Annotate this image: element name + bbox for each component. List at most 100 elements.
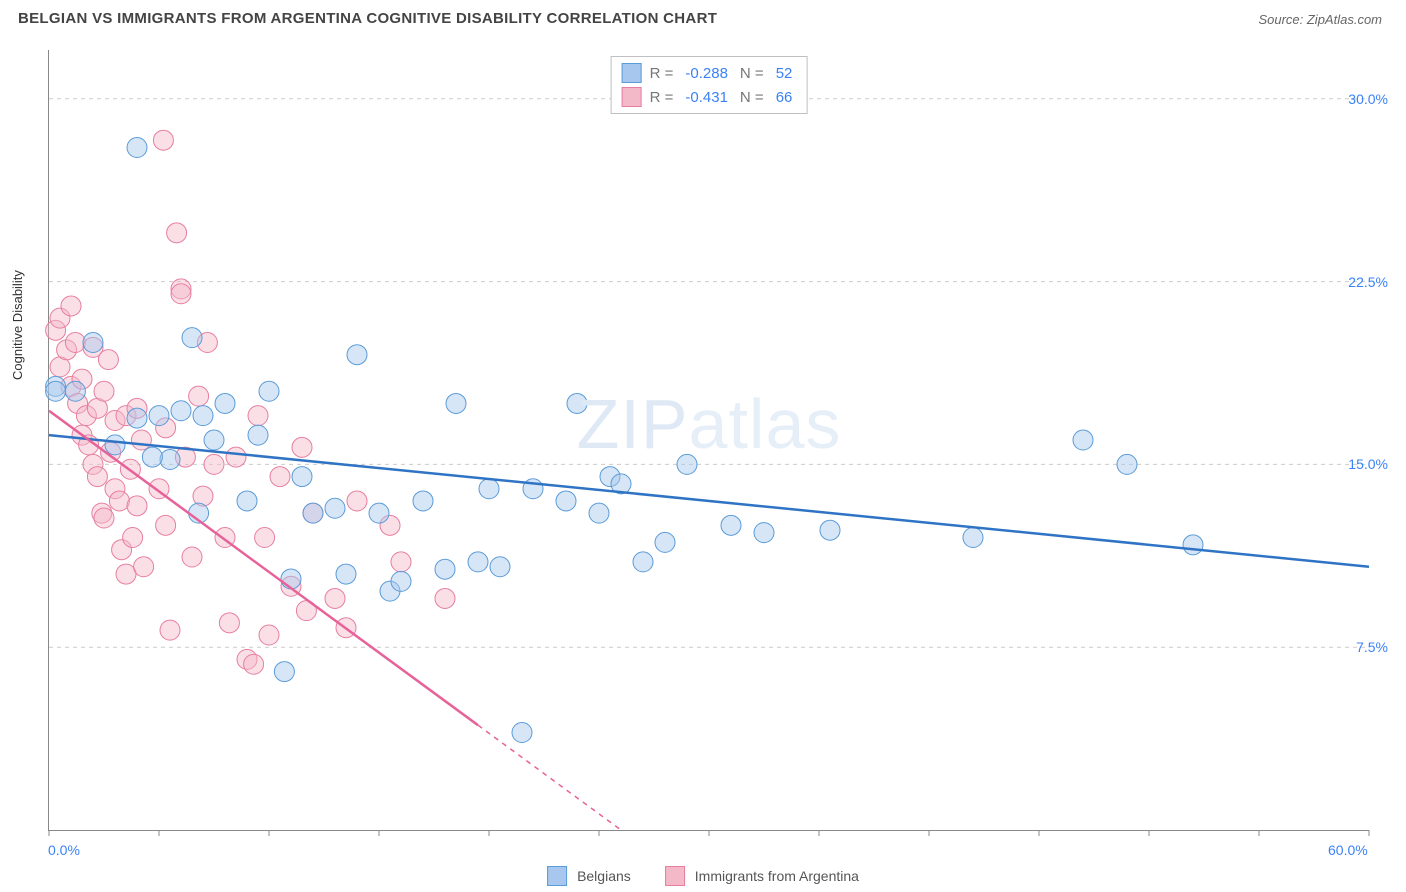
scatter-point: [248, 425, 268, 445]
scatter-point: [721, 515, 741, 535]
scatter-point: [677, 454, 697, 474]
y-axis-label: Cognitive Disability: [10, 270, 25, 380]
bottom-legend: Belgians Immigrants from Argentina: [547, 866, 859, 886]
scatter-point: [347, 491, 367, 511]
scatter-point: [226, 447, 246, 467]
scatter-point: [127, 496, 147, 516]
corr-row-belgians: R = -0.288 N = 52: [622, 61, 797, 85]
source-citation: Source: ZipAtlas.com: [1258, 12, 1382, 27]
scatter-point: [116, 564, 136, 584]
legend-label-belgians: Belgians: [577, 868, 631, 884]
scatter-point: [142, 447, 162, 467]
y-tick-label: 22.5%: [1348, 274, 1388, 290]
corr-r-value-1: -0.431: [685, 89, 728, 106]
scatter-point: [189, 386, 209, 406]
scatter-point: [182, 328, 202, 348]
scatter-point: [248, 406, 268, 426]
scatter-point: [127, 408, 147, 428]
scatter-point: [149, 406, 169, 426]
scatter-point: [87, 467, 107, 487]
corr-r-label: R =: [650, 89, 674, 106]
scatter-point: [567, 393, 587, 413]
scatter-point: [105, 435, 125, 455]
scatter-point: [490, 557, 510, 577]
scatter-point: [468, 552, 488, 572]
scatter-point: [820, 520, 840, 540]
scatter-point: [589, 503, 609, 523]
x-tick-label: 0.0%: [48, 842, 80, 858]
scatter-point: [204, 454, 224, 474]
scatter-point: [167, 223, 187, 243]
scatter-point: [1183, 535, 1203, 555]
scatter-point: [274, 662, 294, 682]
scatter-point: [479, 479, 499, 499]
trend-line-dashed: [478, 725, 621, 830]
y-tick-label: 7.5%: [1356, 639, 1388, 655]
scatter-point: [134, 557, 154, 577]
scatter-point: [160, 450, 180, 470]
legend-label-argentina: Immigrants from Argentina: [695, 868, 859, 884]
scatter-point: [259, 625, 279, 645]
scatter-point: [193, 406, 213, 426]
scatter-point: [512, 723, 532, 743]
corr-n-label: N =: [740, 89, 764, 106]
corr-n-value-0: 52: [776, 65, 793, 82]
scatter-point: [325, 498, 345, 518]
scatter-point: [131, 430, 151, 450]
legend-swatch-belgians: [547, 866, 567, 886]
scatter-point: [156, 515, 176, 535]
scatter-point: [160, 620, 180, 640]
scatter-point: [237, 491, 257, 511]
scatter-point: [270, 467, 290, 487]
scatter-point: [336, 564, 356, 584]
scatter-point: [391, 571, 411, 591]
corr-r-value-0: -0.288: [685, 65, 728, 82]
scatter-point: [255, 528, 275, 548]
scatter-point: [153, 130, 173, 150]
trend-line: [49, 411, 478, 725]
scatter-point: [98, 350, 118, 370]
scatter-point: [655, 532, 675, 552]
corr-n-value-1: 66: [776, 89, 793, 106]
y-tick-label: 30.0%: [1348, 91, 1388, 107]
swatch-belgians: [622, 63, 642, 83]
legend-swatch-argentina: [665, 866, 685, 886]
scatter-point: [109, 491, 129, 511]
corr-n-label: N =: [740, 65, 764, 82]
correlation-legend-box: R = -0.288 N = 52 R = -0.431 N = 66: [611, 56, 808, 114]
scatter-point: [435, 559, 455, 579]
scatter-point: [292, 437, 312, 457]
chart-title: BELGIAN VS IMMIGRANTS FROM ARGENTINA COG…: [18, 10, 717, 27]
corr-row-argentina: R = -0.431 N = 66: [622, 85, 797, 109]
scatter-point: [61, 296, 81, 316]
scatter-point: [127, 138, 147, 158]
y-tick-label: 15.0%: [1348, 456, 1388, 472]
scatter-point: [347, 345, 367, 365]
scatter-point: [65, 333, 85, 353]
x-tick-label: 60.0%: [1328, 842, 1368, 858]
scatter-point: [1073, 430, 1093, 450]
scatter-point: [123, 528, 143, 548]
scatter-point: [182, 547, 202, 567]
scatter-point: [215, 393, 235, 413]
scatter-point: [65, 381, 85, 401]
scatter-point: [391, 552, 411, 572]
scatter-point: [244, 654, 264, 674]
scatter-point: [94, 508, 114, 528]
scatter-point: [303, 503, 323, 523]
scatter-point: [633, 552, 653, 572]
scatter-point: [204, 430, 224, 450]
scatter-point: [1117, 454, 1137, 474]
scatter-svg: [49, 50, 1369, 830]
scatter-point: [259, 381, 279, 401]
scatter-point: [171, 401, 191, 421]
scatter-point: [369, 503, 389, 523]
scatter-point: [446, 393, 466, 413]
scatter-point: [171, 284, 191, 304]
scatter-point: [963, 528, 983, 548]
scatter-point: [219, 613, 239, 633]
scatter-point: [281, 569, 301, 589]
scatter-point: [754, 523, 774, 543]
chart-plot-area: ZIPatlas R = -0.288 N = 52 R = -0.431 N …: [48, 50, 1369, 831]
scatter-point: [46, 381, 66, 401]
